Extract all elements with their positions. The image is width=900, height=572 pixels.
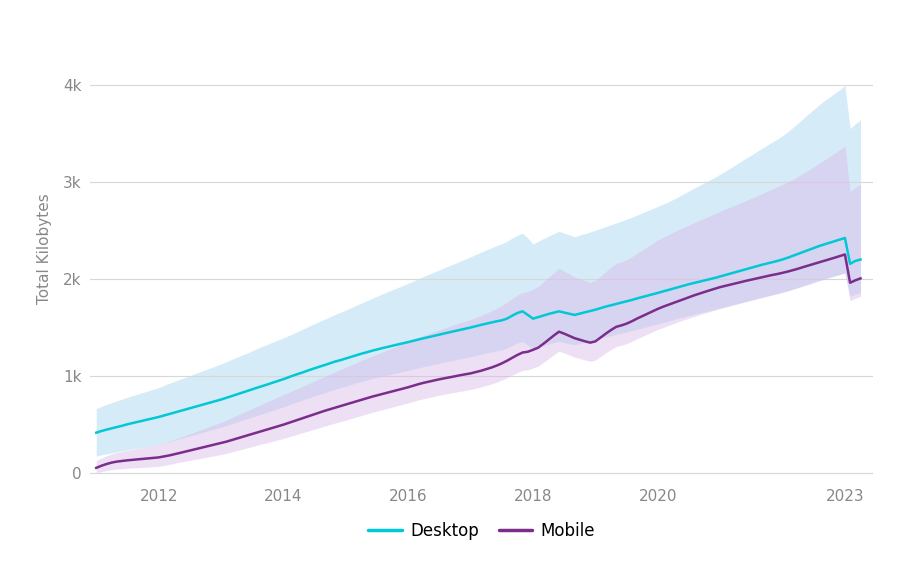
Legend: Desktop, Mobile: Desktop, Mobile: [362, 515, 601, 546]
Y-axis label: Total Kilobytes: Total Kilobytes: [37, 193, 52, 304]
